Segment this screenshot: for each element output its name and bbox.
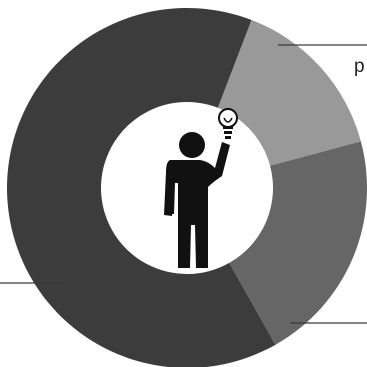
- slice-label-1: p: [354, 56, 365, 77]
- donut-slice-3: [7, 8, 276, 367]
- donut-slice-2: [229, 141, 367, 345]
- person-with-lightbulb-icon: [164, 108, 238, 268]
- donut-slice-1: [217, 19, 361, 166]
- donut-slices: [7, 8, 367, 367]
- leader-lines: [0, 44, 367, 324]
